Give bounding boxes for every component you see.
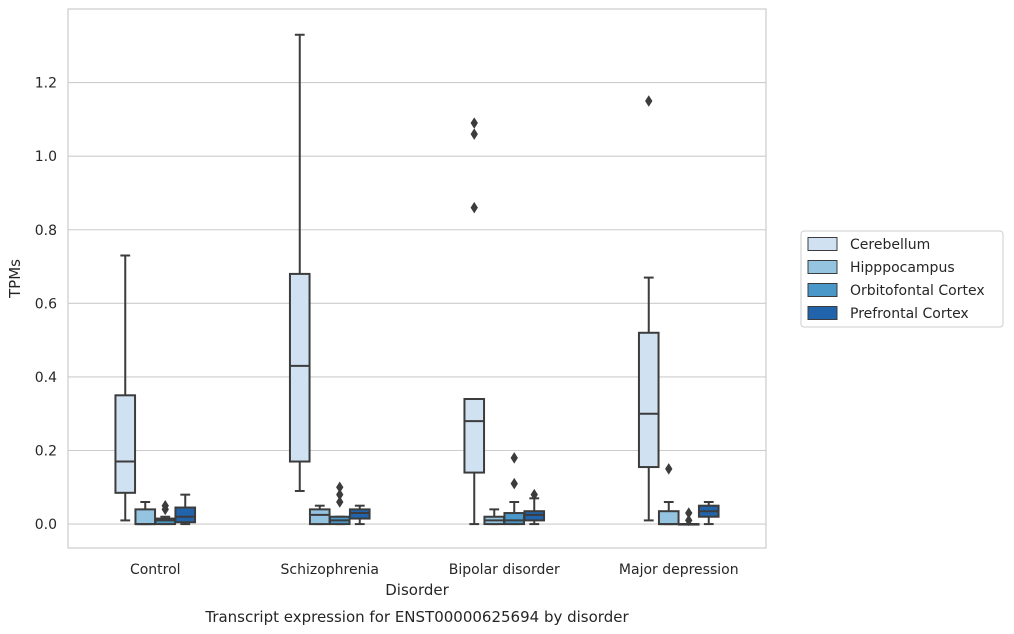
outlier-point bbox=[336, 496, 344, 508]
y-axis-label: TPMs bbox=[6, 259, 24, 299]
legend-label: Prefrontal Cortex bbox=[850, 306, 969, 322]
box bbox=[503, 512, 526, 526]
legend-frame bbox=[800, 230, 1004, 328]
y-tick-label: 0.6 bbox=[35, 296, 57, 312]
box bbox=[114, 394, 137, 494]
legend-label: Hipppocampus bbox=[850, 260, 955, 276]
outlier-point bbox=[336, 481, 344, 494]
y-tick-label: 0.8 bbox=[35, 223, 57, 239]
outlier-point bbox=[470, 117, 478, 129]
legend-label: Orbitofontal Cortex bbox=[850, 283, 985, 299]
outlier-point bbox=[470, 201, 478, 214]
legend-swatch bbox=[807, 306, 838, 320]
y-tick-label: 1.0 bbox=[35, 149, 57, 165]
y-tick-label: 0.4 bbox=[35, 370, 57, 386]
legend-swatch bbox=[807, 283, 838, 297]
box bbox=[308, 508, 331, 526]
box bbox=[463, 397, 486, 474]
outlier-point bbox=[685, 507, 693, 519]
x-tick-label: Control bbox=[130, 562, 181, 578]
outlier-point bbox=[510, 477, 518, 490]
outlier-point bbox=[645, 95, 653, 107]
outlier-point bbox=[336, 488, 344, 501]
legend-swatch bbox=[807, 260, 838, 274]
outlier-point bbox=[530, 488, 538, 501]
box bbox=[174, 506, 197, 524]
outlier-point bbox=[510, 452, 518, 464]
box-layer bbox=[114, 33, 720, 527]
plot-frame bbox=[67, 8, 767, 549]
outlier-point bbox=[685, 514, 693, 527]
y-tick-label: 0.0 bbox=[35, 517, 57, 533]
box bbox=[637, 331, 660, 469]
y-tick-label: 1.2 bbox=[35, 76, 57, 92]
outlier-point bbox=[665, 463, 673, 475]
legend-swatch bbox=[807, 237, 838, 251]
box bbox=[134, 508, 157, 526]
box bbox=[288, 272, 311, 463]
outlier-point bbox=[161, 499, 169, 512]
legend-label: Cerebellum bbox=[850, 237, 930, 253]
chart-caption: Transcript expression for ENST0000062569… bbox=[204, 608, 629, 626]
box bbox=[657, 510, 680, 526]
legend: Cerebellum Hipppocampus Orbitofontal Corte… bbox=[800, 230, 1004, 328]
x-tick-label: Bipolar disorder bbox=[449, 562, 560, 578]
x-tick-label: Schizophrenia bbox=[281, 562, 379, 578]
outlier-point bbox=[470, 128, 478, 140]
tick-labels: 0.0 0.2 0.4 0.6 0.8 1.0 1.2 Control Schizophreni… bbox=[35, 76, 739, 578]
y-tick-label: 0.2 bbox=[35, 444, 57, 460]
x-tick-label: Major depression bbox=[619, 562, 739, 578]
x-axis-label: Disorder bbox=[385, 581, 449, 599]
grid-lines bbox=[68, 82, 766, 525]
